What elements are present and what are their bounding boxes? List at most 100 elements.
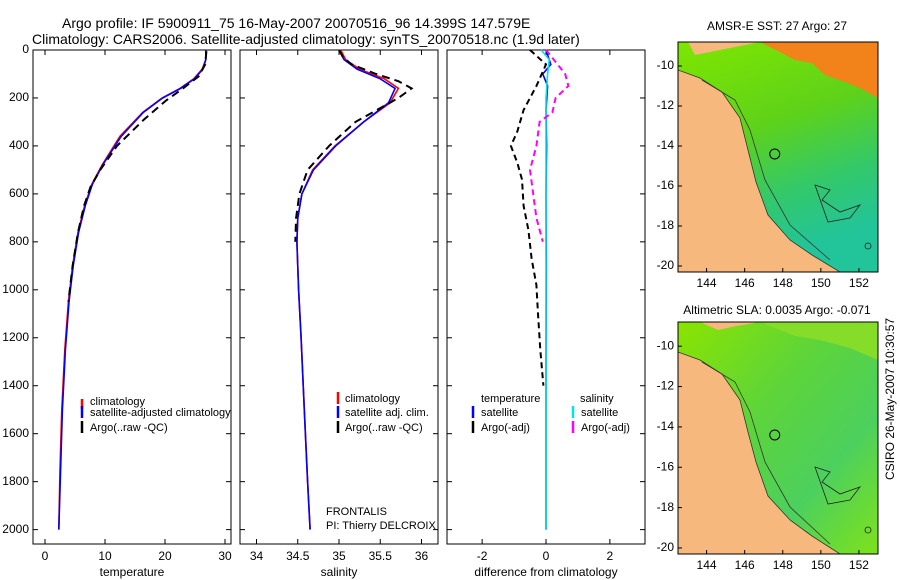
footer-timestamp: CSIRO 26-May-2007 10:30:57 <box>883 318 897 480</box>
series-line-temperature-argo-adj- <box>509 49 548 386</box>
legend-label-temp-argo: Argo(-adj) <box>481 422 530 434</box>
legend-label-climatology: climatology <box>90 396 146 408</box>
legend-header-salinity: salinity <box>580 393 614 405</box>
map-x-tick-label: 148 <box>773 276 793 290</box>
map-x-tick-label: 152 <box>849 276 869 290</box>
x-tick-label: 34 <box>250 549 264 563</box>
map-x-tick-label: 146 <box>735 558 755 572</box>
series-line-climatology <box>58 50 207 530</box>
x-tick-label: 36 <box>415 549 429 563</box>
y-tick-label: 2000 <box>2 522 29 536</box>
map-y-tick-label: -16 <box>657 178 675 192</box>
series-line-satellite-adj-clim- <box>296 49 397 530</box>
difference-xlabel: difference from climatology <box>474 565 617 579</box>
temperature-legend: climatology satellite-adjusted climatolo… <box>80 396 231 434</box>
legend-label-argo: Argo(..raw -QC) <box>345 422 423 434</box>
legend-header-temperature: temperature <box>481 393 540 405</box>
argo-position-marker <box>769 148 781 160</box>
salinity-legend: climatology satellite adj. clim. Argo(..… <box>336 392 429 434</box>
chart-title-line1: Argo profile: IF 5900911_75 16-May-2007 … <box>62 15 531 31</box>
y-tick-label: 1400 <box>2 378 29 392</box>
map-x-tick-label: 150 <box>811 276 831 290</box>
panel-difference: -2 0 2 difference from climatology tempera… <box>446 49 646 579</box>
pi-label: PI: Thierry DELCROIX <box>326 520 436 532</box>
series-line-salinity-satellite <box>540 49 551 530</box>
difference-legend: temperature salinity satellite Argo(-adj… <box>471 393 630 434</box>
map-sla-frame <box>677 321 879 555</box>
map-sla: Altimetric SLA: 0.0035 Argo: -0.071 144 1… <box>657 303 879 572</box>
map-y-tick-label: -20 <box>657 540 675 554</box>
x-tick-label: 2 <box>607 549 614 563</box>
y-tick-label: 0 <box>22 42 29 56</box>
map-x-tick-label: 150 <box>811 558 831 572</box>
x-tick-label: 0 <box>543 549 550 563</box>
panel-temperature: 0 10 20 30 0 200 400 600 800 1000 1200 1400 1600 1800… <box>2 42 232 579</box>
bathymetry-contour <box>701 361 831 545</box>
map-x-tick-label: 144 <box>697 276 717 290</box>
argo-position-marker <box>769 429 781 441</box>
temperature-axes-frame <box>32 49 232 545</box>
legend-label-sal-argo: Argo(-adj) <box>581 422 630 434</box>
series-line-climatology <box>296 49 400 530</box>
salinity-xlabel: salinity <box>321 565 358 579</box>
panel-salinity: 34 34.5 35 35.5 36 salinity climatology sate… <box>239 49 439 579</box>
map-sst-frame <box>677 41 879 273</box>
series-line-argo-raw-qc- <box>67 51 208 302</box>
map-y-tick-label: -18 <box>657 218 675 232</box>
x-tick-label: -2 <box>477 549 488 563</box>
y-tick-label: 400 <box>9 138 29 152</box>
reef-contour <box>814 466 862 505</box>
x-tick-label: 35.5 <box>369 549 393 563</box>
map-y-tick-label: -12 <box>657 98 675 112</box>
legend-label-satellite-adjusted: satellite-adjusted climatology <box>90 407 231 419</box>
map-y-tick-label: -10 <box>657 58 675 72</box>
y-tick-label: 200 <box>9 90 29 104</box>
sla-high-patch <box>760 322 878 360</box>
y-tick-label: 1600 <box>2 426 29 440</box>
reef-island <box>864 526 872 534</box>
map-y-tick-label: -12 <box>657 379 675 393</box>
y-tick-label: 1200 <box>2 330 29 344</box>
map-x-tick-label: 144 <box>697 558 717 572</box>
x-tick-label: 35 <box>332 549 346 563</box>
legend-label-argo: Argo(..raw -QC) <box>90 422 168 434</box>
map-x-tick-label: 152 <box>849 558 869 572</box>
land-png <box>678 322 760 330</box>
legend-label-climatology: climatology <box>345 393 401 405</box>
temperature-xlabel: temperature <box>100 565 165 579</box>
y-tick-label: 600 <box>9 186 29 200</box>
y-tick-label: 800 <box>9 234 29 248</box>
bathymetry-contour <box>701 79 831 261</box>
map-sst-title: AMSR-E SST: 27 Argo: 27 <box>707 19 847 33</box>
x-tick-label: 10 <box>98 549 112 563</box>
series-line-satellite-adjusted-climatology <box>58 50 207 530</box>
map-sla-title: Altimetric SLA: 0.0035 Argo: -0.071 <box>683 303 871 317</box>
map-sst: AMSR-E SST: 27 Argo: 27 144 146 148 150 152 -… <box>657 19 879 290</box>
reef-contour <box>814 184 862 223</box>
series-line-salinity-argo-adj- <box>528 49 570 243</box>
x-tick-label: 20 <box>158 549 172 563</box>
y-tick-label: 1800 <box>2 474 29 488</box>
y-tick-label: 1000 <box>2 282 29 296</box>
reef-island <box>864 242 872 250</box>
map-x-tick-label: 146 <box>735 276 755 290</box>
land-png <box>678 42 760 55</box>
salinity-axes-frame <box>239 49 439 545</box>
x-tick-label: 0 <box>42 549 49 563</box>
x-tick-label: 30 <box>218 549 232 563</box>
legend-label-temp-satellite: satellite <box>481 407 518 419</box>
warm-sst-patch <box>760 42 878 98</box>
map-y-tick-label: -16 <box>657 459 675 473</box>
map-y-tick-label: -14 <box>657 419 675 433</box>
map-y-tick-label: -14 <box>657 138 675 152</box>
map-y-tick-label: -20 <box>657 258 675 272</box>
legend-label-satellite-adj: satellite adj. clim. <box>345 407 429 419</box>
x-tick-label: 34.5 <box>286 549 310 563</box>
legend-label-sal-satellite: satellite <box>581 407 618 419</box>
map-y-tick-label: -18 <box>657 500 675 514</box>
chart-title-line2: Climatology: CARS2006. Satellite-adjuste… <box>32 31 580 47</box>
map-y-tick-label: -10 <box>657 338 675 352</box>
frontalis-label: FRONTALIS <box>326 506 387 518</box>
map-x-tick-label: 148 <box>773 558 793 572</box>
